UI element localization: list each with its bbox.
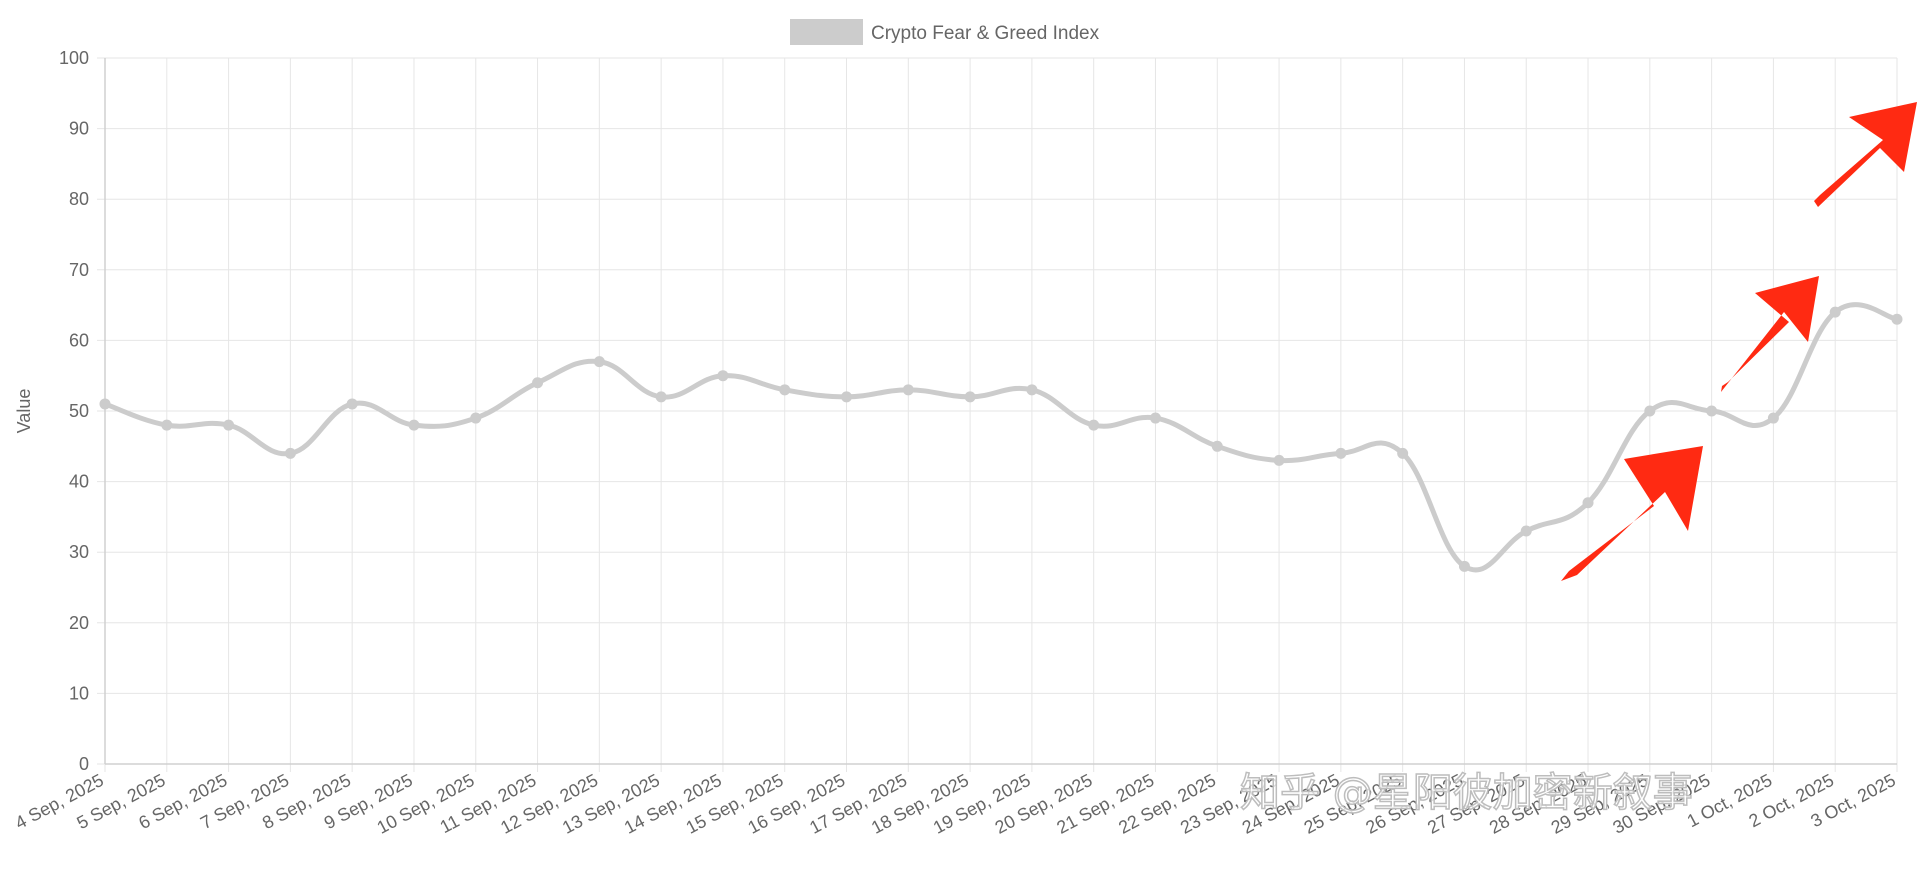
data-point[interactable]	[1149, 412, 1161, 424]
legend[interactable]: Crypto Fear & Greed Index	[790, 19, 1100, 45]
series-line	[102, 302, 1900, 573]
data-point[interactable]	[779, 384, 791, 396]
watermark: 知乎 @星阳彼加密新叙事	[1240, 770, 1693, 816]
data-point[interactable]	[1026, 384, 1038, 396]
data-point[interactable]	[1706, 405, 1718, 417]
data-point[interactable]	[1397, 447, 1409, 459]
y-tick-label: 90	[69, 119, 89, 139]
y-tick-label: 50	[69, 401, 89, 421]
data-point[interactable]	[1211, 440, 1223, 452]
axes	[104, 58, 1897, 765]
data-points	[99, 306, 1903, 572]
data-point[interactable]	[1644, 405, 1656, 417]
data-point[interactable]	[1458, 560, 1470, 572]
y-tick-labels: 0 10 20 30 40 50 60 70 80 90 100	[59, 48, 89, 774]
y-tick-label: 0	[79, 754, 89, 774]
data-point[interactable]	[717, 370, 729, 382]
red-arrow-icon	[1721, 276, 1819, 392]
data-point[interactable]	[223, 419, 235, 431]
data-point[interactable]	[99, 398, 111, 410]
data-point[interactable]	[470, 412, 482, 424]
red-arrow-icon	[1814, 102, 1917, 207]
legend-swatch	[790, 19, 863, 45]
data-point[interactable]	[1273, 454, 1285, 466]
data-point[interactable]	[1582, 497, 1594, 509]
data-point[interactable]	[161, 419, 173, 431]
data-point[interactable]	[1520, 525, 1532, 537]
data-point[interactable]	[655, 391, 667, 403]
data-point[interactable]	[1767, 412, 1779, 424]
y-tick-label: 30	[69, 542, 89, 562]
data-point[interactable]	[1088, 419, 1100, 431]
data-point[interactable]	[1829, 306, 1841, 318]
y-tick-label: 80	[69, 189, 89, 209]
y-tick-label: 60	[69, 330, 89, 350]
legend-label: Crypto Fear & Greed Index	[871, 23, 1100, 44]
data-point[interactable]	[408, 419, 420, 431]
data-point[interactable]	[346, 398, 358, 410]
y-tick-label: 10	[69, 683, 89, 703]
data-point[interactable]	[284, 447, 296, 459]
data-point[interactable]	[964, 391, 976, 403]
y-tick-label: 70	[69, 260, 89, 280]
y-axis-title: Value	[14, 389, 34, 434]
data-point[interactable]	[1891, 313, 1903, 325]
data-point[interactable]	[902, 384, 914, 396]
red-arrow-icon	[1561, 446, 1703, 581]
data-point[interactable]	[841, 391, 853, 403]
y-tick-label: 20	[69, 613, 89, 633]
data-point[interactable]	[532, 377, 544, 389]
grid	[97, 57, 1898, 772]
data-point[interactable]	[593, 356, 605, 368]
y-tick-label: 40	[69, 472, 89, 492]
y-tick-label: 100	[59, 48, 89, 68]
annotation-arrows	[1561, 102, 1917, 581]
series-crypto-fear-greed	[102, 302, 1900, 573]
data-point[interactable]	[1335, 447, 1347, 459]
